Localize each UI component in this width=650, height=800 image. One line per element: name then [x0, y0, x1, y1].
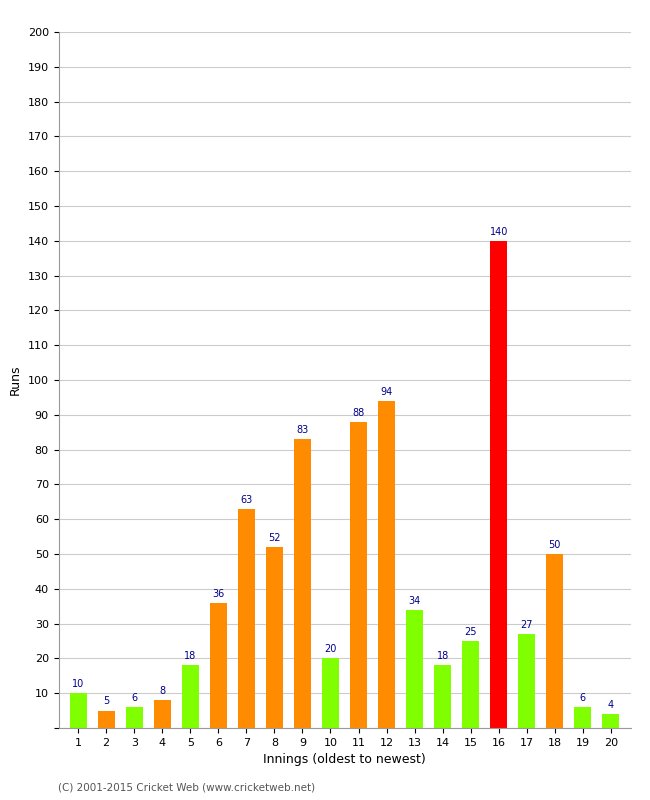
Bar: [126, 707, 142, 728]
Text: 8: 8: [159, 686, 165, 696]
Bar: [490, 241, 507, 728]
Bar: [462, 641, 479, 728]
Bar: [266, 547, 283, 728]
Bar: [322, 658, 339, 728]
Bar: [575, 707, 592, 728]
Text: 4: 4: [608, 700, 614, 710]
Bar: [210, 602, 227, 728]
Text: 63: 63: [240, 494, 252, 505]
Bar: [547, 554, 563, 728]
Text: 6: 6: [131, 693, 137, 703]
Text: 83: 83: [296, 425, 309, 435]
Bar: [182, 666, 199, 728]
Bar: [518, 634, 535, 728]
Text: 88: 88: [352, 407, 365, 418]
Bar: [406, 610, 423, 728]
Text: 18: 18: [184, 651, 196, 661]
Text: 50: 50: [549, 540, 561, 550]
Text: 10: 10: [72, 679, 84, 689]
Text: 140: 140: [489, 226, 508, 237]
Bar: [603, 714, 619, 728]
Text: 27: 27: [521, 620, 533, 630]
Bar: [238, 509, 255, 728]
Bar: [70, 693, 86, 728]
Bar: [98, 710, 114, 728]
Text: 25: 25: [465, 627, 477, 637]
Text: 18: 18: [437, 651, 448, 661]
Bar: [378, 401, 395, 728]
Text: 5: 5: [103, 697, 109, 706]
X-axis label: Innings (oldest to newest): Innings (oldest to newest): [263, 754, 426, 766]
Text: 36: 36: [212, 589, 224, 598]
Bar: [350, 422, 367, 728]
Text: 94: 94: [380, 386, 393, 397]
Text: 20: 20: [324, 644, 337, 654]
Text: 34: 34: [408, 595, 421, 606]
Y-axis label: Runs: Runs: [9, 365, 22, 395]
Bar: [154, 700, 171, 728]
Text: 52: 52: [268, 533, 281, 543]
Text: 6: 6: [580, 693, 586, 703]
Text: (C) 2001-2015 Cricket Web (www.cricketweb.net): (C) 2001-2015 Cricket Web (www.cricketwe…: [58, 782, 316, 792]
Bar: [434, 666, 451, 728]
Bar: [294, 439, 311, 728]
